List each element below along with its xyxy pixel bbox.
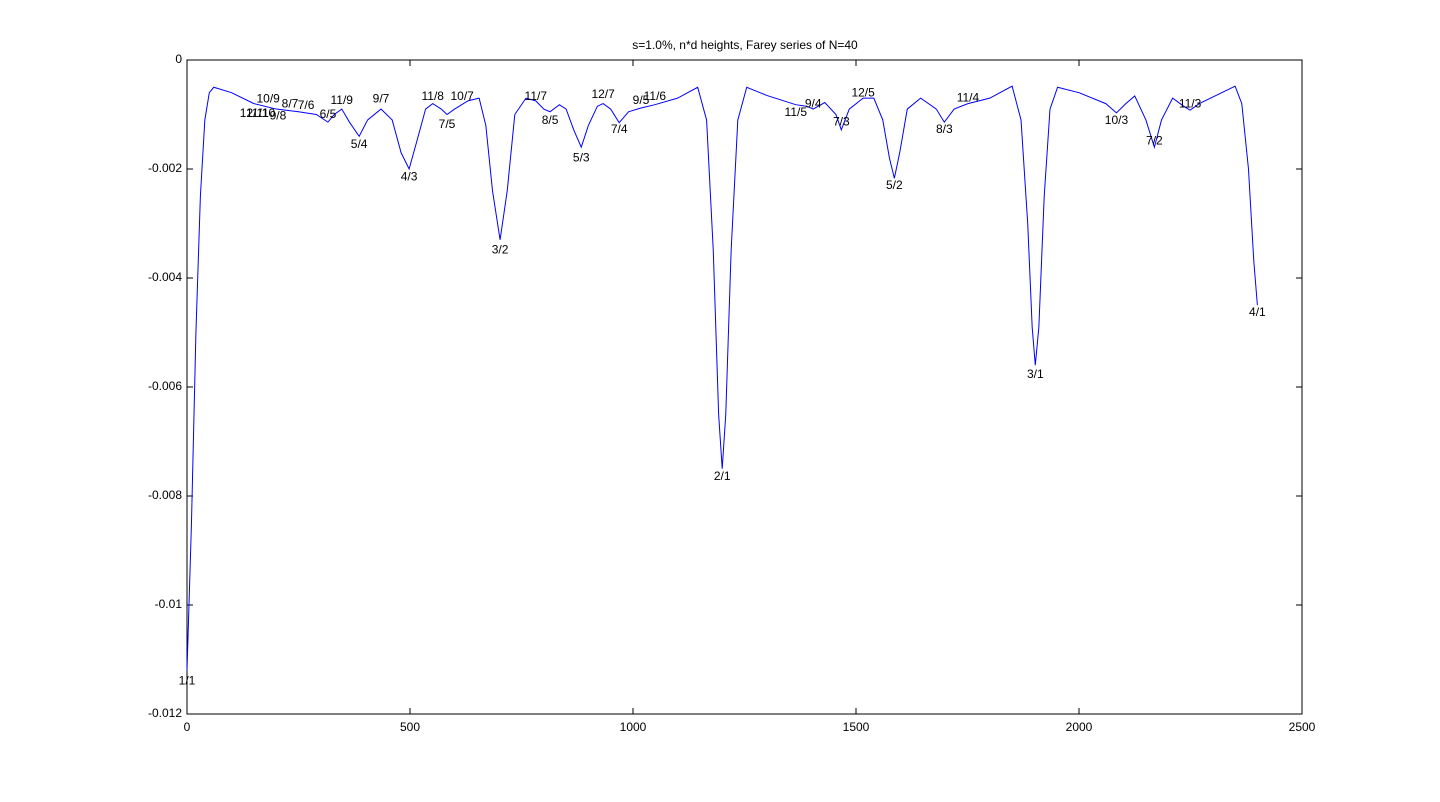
annotation: 11/10	[246, 106, 275, 120]
annotation: 3/2	[492, 242, 509, 256]
x-tick-label: 1000	[620, 720, 647, 734]
data-line	[186, 85, 1258, 671]
chart-title: s=1.0%, n*d heights, Farey series of N=4…	[632, 38, 858, 52]
annotation: 7/2	[1146, 133, 1163, 147]
annotation: 11/4	[957, 90, 980, 104]
annotation: 11/7	[525, 89, 548, 103]
annotation: 11/9	[331, 93, 354, 107]
annotation: 7/4	[611, 122, 628, 136]
x-tick-label: 0	[184, 720, 191, 734]
annotation: 11/5	[785, 105, 808, 119]
annotation: 12/7	[591, 87, 615, 101]
x-tick-label: 500	[400, 720, 420, 734]
y-tick-label: 0	[175, 52, 182, 66]
annotation: 5/3	[573, 150, 590, 164]
annotation: 9/5	[633, 93, 650, 107]
annotation: 7/3	[833, 114, 850, 128]
annotation: 12/5	[851, 85, 875, 99]
annotation: 3/1	[1027, 367, 1044, 381]
y-tick-label: -0.002	[148, 161, 182, 175]
y-tick-label: -0.006	[148, 379, 182, 393]
annotation: 9/4	[805, 96, 822, 110]
x-tick-label: 2000	[1066, 720, 1093, 734]
annotation: 5/4	[351, 137, 368, 151]
x-tick-label: 2500	[1289, 720, 1316, 734]
annotation: 11/8	[422, 89, 445, 103]
annotation: 8/3	[936, 122, 953, 136]
annotation: 6/5	[320, 107, 337, 121]
annotation: 7/6	[298, 98, 315, 112]
annotation: 1/1	[179, 673, 196, 687]
annotation: 2/1	[714, 469, 731, 483]
annotation: 12/11	[240, 106, 269, 120]
annotation: 7/5	[439, 117, 456, 131]
annotation: 5/2	[886, 178, 903, 192]
annotation: 9/8	[270, 108, 287, 122]
y-tick-label: -0.004	[148, 270, 182, 284]
y-tick-label: -0.008	[148, 488, 182, 502]
y-tick-label: -0.01	[155, 597, 183, 611]
annotation: 10/3	[1105, 113, 1129, 127]
annotation: 9/7	[373, 91, 390, 105]
annotation: 8/7	[282, 96, 299, 110]
annotation: 8/5	[542, 113, 559, 127]
annotation: 10/7	[451, 89, 475, 103]
annotation: 4/1	[1249, 305, 1266, 319]
annotation: 10/9	[256, 91, 280, 105]
x-tick-label: 1500	[843, 720, 870, 734]
y-tick-label: -0.012	[148, 706, 182, 720]
annotation: 11/6	[644, 89, 667, 103]
annotation: 4/3	[401, 169, 418, 183]
annotation: 11/3	[1179, 96, 1202, 110]
